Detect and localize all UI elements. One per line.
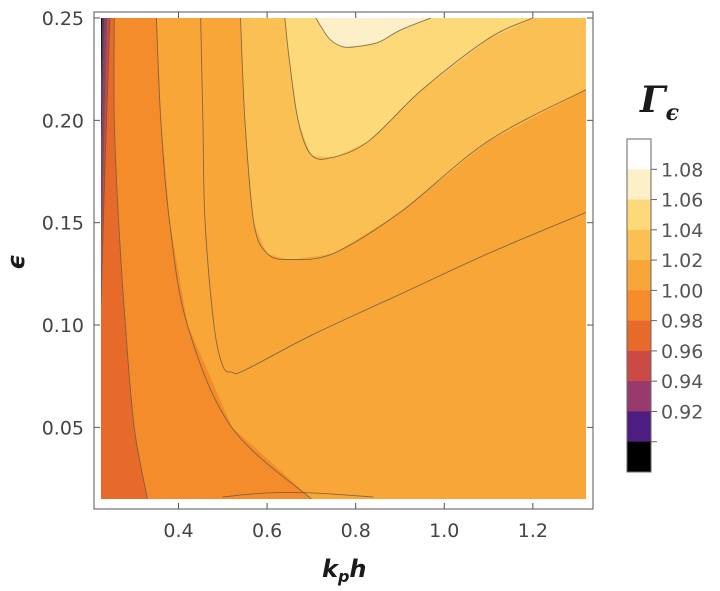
contour-line-1.04 (284, 18, 533, 160)
y-tick-label: 0.20 (42, 110, 84, 132)
legend-label: 1.02 (661, 250, 703, 272)
legend-swatch (627, 229, 651, 261)
x-tick-label: 0.8 (341, 520, 371, 542)
contour-line-0.98 (155, 18, 312, 499)
legend-label: 1.08 (661, 159, 703, 181)
x-tick-label: 0.4 (163, 520, 193, 542)
legend-swatch (627, 441, 651, 473)
legend-swatch (627, 411, 651, 443)
legend: Γϵ 1.08 1.06 1.04 1.02 1.00 0.98 0.96 0.94 0.92 (626, 79, 703, 473)
plot-area (93, 11, 594, 510)
legend-label: 1.04 (661, 220, 703, 242)
contour-line-0.94 (101, 18, 108, 244)
x-tick-label: 1.2 (518, 520, 548, 542)
legend-label: 1.00 (661, 280, 703, 302)
legend-label: 0.96 (661, 341, 703, 363)
contour-line-1.00 (200, 18, 586, 375)
legend-swatch (627, 350, 651, 382)
contour-line-0.93 (101, 18, 105, 172)
legend-label: 1.06 (661, 190, 703, 212)
contour-line-1.00b (222, 491, 374, 498)
y-tick-label: 0.05 (42, 417, 84, 439)
legend-label: 0.98 (661, 311, 703, 333)
legend-swatch (627, 320, 651, 352)
legend-swatch (627, 169, 651, 201)
x-tick-label: 0.6 (252, 520, 282, 542)
legend-frame (626, 138, 652, 473)
y-axis-ticks: 0.05 0.10 0.15 0.20 0.25 (42, 8, 593, 439)
contour-regions (101, 18, 586, 499)
legend-swatch (627, 139, 651, 170)
legend-label: 0.94 (661, 371, 703, 393)
y-axis-title: ϵ (2, 254, 30, 269)
legend-title: Γϵ (639, 79, 680, 126)
x-axis-title: kph (322, 555, 367, 586)
legend-labels: 1.08 1.06 1.04 1.02 1.00 0.98 0.96 0.94 0.92 (661, 159, 703, 423)
contour-line-0.95 (101, 18, 111, 305)
legend-swatch (627, 199, 651, 231)
contour-line-0.92 (101, 18, 103, 111)
y-tick-label: 0.25 (42, 8, 84, 30)
y-tick-label: 0.10 (42, 315, 84, 337)
legend-swatch (627, 381, 651, 412)
legend-swatches (627, 139, 657, 473)
contour-line-1.02 (240, 18, 586, 261)
legend-swatch (627, 260, 651, 291)
contour-line-1.06 (315, 18, 432, 48)
y-tick-label: 0.15 (42, 213, 84, 235)
legend-swatch (627, 290, 651, 322)
contour-lines (101, 18, 586, 499)
x-axis-ticks: 0.4 0.6 0.8 1.0 1.2 (163, 12, 548, 542)
legend-label: 0.92 (661, 401, 703, 423)
contour-line-0.96 (113, 18, 148, 499)
x-tick-label: 1.0 (429, 520, 459, 542)
